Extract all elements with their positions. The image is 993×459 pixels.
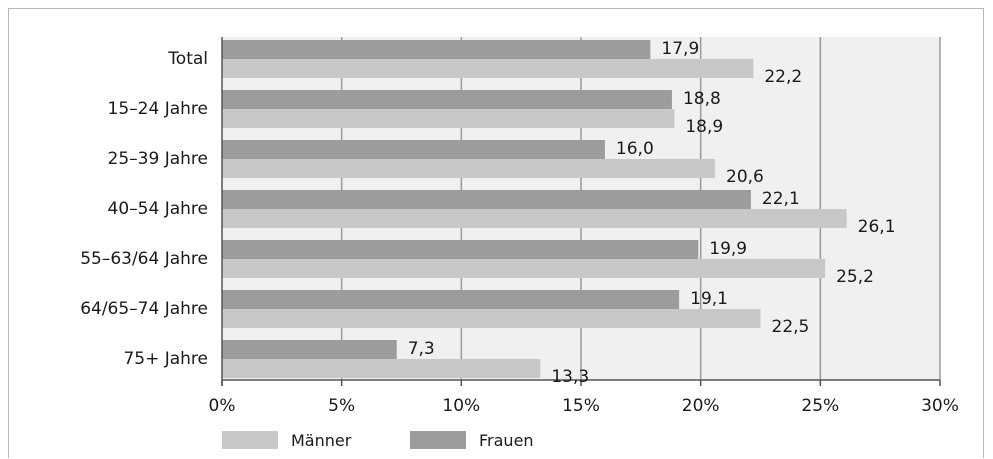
value-label-m-nner-40-54-jahre: 26,1 [858,217,896,237]
value-label-frauen-55-63-64-jahre: 19,9 [709,239,747,259]
category-label-55-63-64-jahre: 55–63/64 Jahre [80,249,208,269]
chart-frame [8,8,984,458]
category-label-40-54-jahre: 40–54 Jahre [108,199,208,219]
legend-swatch-m-nner [222,431,278,449]
bar-m-nner-total [222,59,754,78]
category-label-64-65-74-jahre: 64/65–74 Jahre [80,299,208,319]
category-label-75-jahre: 75+ Jahre [123,349,208,369]
tick-label-5: 5% [328,396,355,416]
value-label-m-nner-55-63-64-jahre: 25,2 [836,267,874,287]
x-axis [221,37,941,386]
value-labels: 17,9 22,2 18,8 18,9 16,0 20,622,1 26,1 19,9 25,2… [408,39,896,387]
tick-label-30: 30% [921,396,959,416]
legend: Männer Frauen [222,431,534,450]
bar-m-nner-75-jahre [222,359,541,378]
category-label-15-24-jahre: 15–24 Jahre [108,99,208,119]
bar-m-nner-40-54-jahre [222,209,847,228]
value-label-m-nner-64-65-74-jahre: 22,5 [772,317,810,337]
bars [222,40,847,378]
value-label-m-nner-total: 22,2 [764,67,802,87]
category-label-total: Total [167,49,208,69]
bar-m-nner-64-65-74-jahre [222,309,761,328]
bar-m-nner-25-39-jahre [222,159,716,178]
tick-label-15: 15% [562,396,600,416]
bar-frauen-25-39-jahre [222,140,605,159]
value-label-frauen-75-jahre: 7,3 [408,339,435,359]
value-label-frauen-25-39-jahre: 16,0 [616,139,654,159]
value-label-m-nner-15-24-jahre: 18,9 [685,117,723,137]
value-label-m-nner-75-jahre: 13,3 [551,367,589,387]
legend-swatch-frauen [410,431,466,449]
legend-label-frauen: Frauen [479,431,534,450]
value-label-frauen-64-65-74-jahre: 19,1 [690,289,728,309]
bar-frauen-15-24-jahre [222,90,672,109]
bar-frauen-64-65-74-jahre [222,290,680,309]
legend-label-m-nner: Männer [291,431,352,450]
category-labels: Total 15–24 Jahre 25–39 Jahre 40–54 Jahre 55… [80,49,208,369]
bar-frauen-40-54-jahre [222,190,751,209]
bar-m-nner-15-24-jahre [222,109,675,128]
bar-m-nner-55-63-64-jahre [222,259,826,278]
value-label-frauen-40-54-jahre: 22,1 [762,189,800,209]
bar-frauen-55-63-64-jahre [222,240,699,259]
bar-frauen-total [222,40,651,59]
tick-label-0: 0% [209,396,236,416]
value-label-frauen-15-24-jahre: 18,8 [683,89,721,109]
tick-label-25: 25% [801,396,839,416]
value-label-m-nner-25-39-jahre: 20,6 [726,167,764,187]
bar-frauen-75-jahre [222,340,397,359]
tick-label-20: 20% [682,396,720,416]
tick-labels: 0% 5% 10% 15% 20% 25% 30% [209,396,959,416]
category-label-25-39-jahre: 25–39 Jahre [108,149,208,169]
value-label-frauen-total: 17,9 [661,39,699,59]
tick-label-10: 10% [442,396,480,416]
